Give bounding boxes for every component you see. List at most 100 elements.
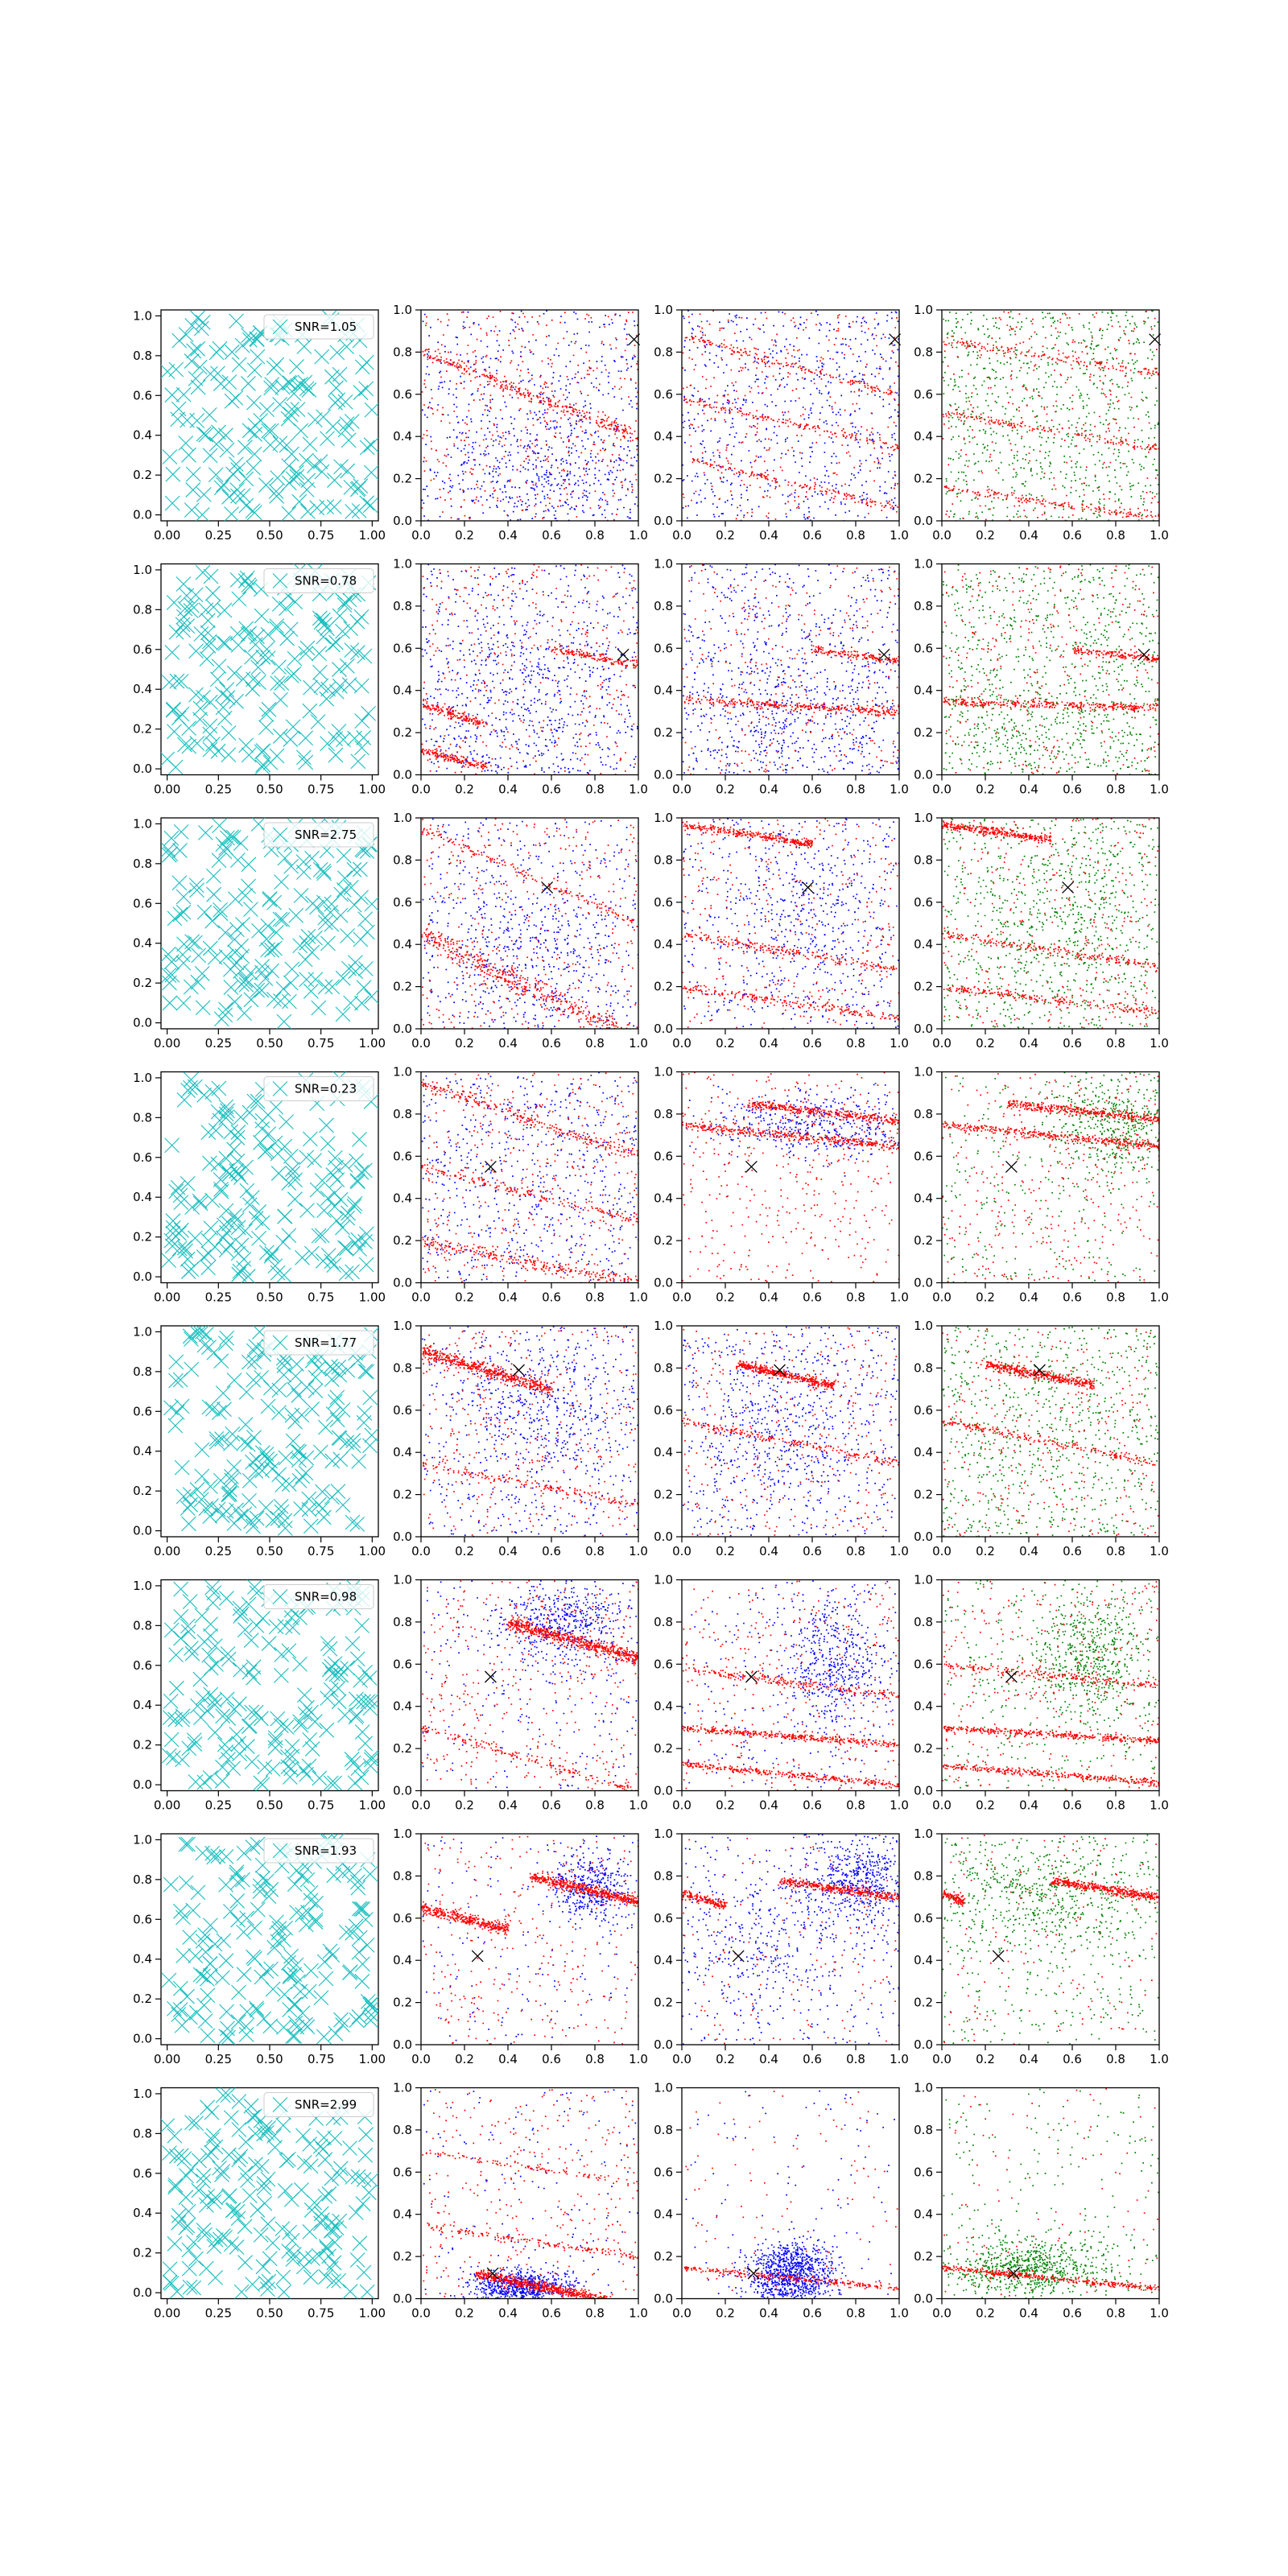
cyan-x-marker [196,1087,213,1103]
cyan-x-marker [219,442,235,458]
cyan-x-marker [192,1193,208,1209]
x-tick-label: 0.6 [1063,528,1082,543]
x-tick-label: 0.8 [846,782,865,797]
cyan-x-marker [178,1875,194,1891]
blue-points [682,564,899,775]
cyan-x-marker [207,949,223,965]
red-points [682,1835,899,2045]
axes-frame [941,309,1160,522]
y-tick-label: 0.8 [914,599,933,613]
cyan-x-marker [303,679,318,696]
x-tick-label: 1.00 [359,1544,386,1558]
cyan-x-marker [300,1905,316,1921]
cyan-x-marker [255,1611,270,1626]
cyan-x-marker [315,2141,331,2157]
cyan-x-marker [364,989,378,1005]
cyan-x-marker [172,843,188,858]
panel-row8-col1: 0.00 0.25 0.50 0.75 1.000.00.20.40.60.81.0SN… [133,2087,386,2321]
cyan-x-marker [238,1384,254,1400]
cyan-x-marker [163,1732,180,1748]
cyan-x-marker [347,1196,363,1212]
cyan-x-marker [220,830,235,846]
cyan-x-marker [266,894,283,910]
cyan-x-marker [202,1955,218,1971]
cyan-x-marker [226,1459,242,1475]
cyan-x-marker [301,1501,317,1517]
cyan-x-marker [344,1752,360,1767]
cyan-x-marker [253,2227,269,2243]
y-tick-label: 0.0 [914,514,933,528]
y-tick-label: 0.0 [654,2292,673,2306]
y-tick-label: 0.6 [654,895,673,910]
cyan-x-marker [351,1944,367,1960]
cyan-x-marker [226,1141,242,1158]
cyan-x-marker [345,1433,361,1448]
cyan-x-marker [352,1930,368,1946]
cyan-x-marker [285,719,301,735]
y-tick-label: 0.2 [914,1488,933,1502]
cyan-x-marker [202,1155,217,1171]
cyan-x-marker [259,2281,275,2297]
legend-label: SNR=2.99 [295,2098,357,2112]
cyan-x-marker [162,449,178,464]
cyan-x-marker [281,2244,297,2259]
cyan-x-marker [329,345,345,361]
cyan-x-marker [195,1845,211,1861]
cyan-x-marker [352,1132,367,1147]
y-tick-label: 0.0 [133,1524,152,1538]
x-tick-label: 1.0 [890,2052,909,2066]
cyan-x-marker [335,2017,351,2033]
x-tick-label: 0.25 [205,1290,232,1305]
y-tick-label: 1.0 [133,1579,152,1593]
cyan-x-marker [213,376,229,391]
cyan-x-marker [175,386,192,402]
cyan-x-marker [243,1513,259,1530]
cyan-x-marker [241,878,256,894]
cyan-x-marker [217,1335,233,1351]
panel-row2-col4: 0.0 0.2 0.4 0.6 0.8 1.00.00.20.40.60.81.0 [914,557,1169,797]
cyan-x-marker [258,1245,275,1261]
cyan-x-marker [354,359,370,375]
cyan-x-marker [233,1109,249,1125]
cyan-x-marker [302,703,318,719]
y-tick-label: 0.8 [914,1360,933,1375]
cyan-x-marker [319,691,335,707]
cyan-x-marker [205,1595,221,1611]
y-tick-label: 0.0 [133,2285,152,2300]
cyan-x-marker [287,2015,303,2031]
scatter-points [682,310,899,521]
cyan-x-marker [273,1718,289,1734]
cyan-x-marker [221,1651,237,1667]
cyan-x-marker [227,994,243,1009]
cyan-x-marker [269,1914,284,1930]
cyan-x-marker [299,640,316,656]
red-points [942,2088,1159,2297]
y-tick-label: 0.0 [654,1530,673,1544]
cyan-x-marker [326,1868,342,1884]
cyan-markers [161,1834,378,2045]
cyan-x-marker [329,1389,345,1406]
scatter-points [421,1580,638,1791]
y-tick-label: 0.8 [393,599,412,613]
cyan-x-marker [233,1608,249,1624]
y-tick-label: 0.2 [393,1488,412,1502]
cyan-x-marker [265,1761,281,1777]
y-tick-label: 0.6 [133,896,152,910]
cyan-x-marker [328,634,344,650]
y-tick-label: 0.2 [393,472,412,486]
cyan-x-marker [162,995,178,1011]
cyan-x-marker [351,481,366,497]
cyan-x-marker [191,947,206,964]
cyan-x-marker [163,1622,180,1638]
cyan-x-marker [218,1099,234,1115]
x-tick-label: 0.75 [308,2306,334,2321]
cyan-x-marker [348,2205,364,2220]
x-tick-label: 0.8 [585,1798,605,1813]
cyan-x-marker [241,376,256,391]
cyan-x-marker [280,1759,296,1775]
x-tick-label: 0.2 [716,528,735,543]
cyan-x-marker [180,1083,196,1098]
target-x-marker [471,1950,484,1963]
x-tick-label: 0.6 [1063,1290,1082,1305]
cyan-x-marker [238,2018,254,2034]
